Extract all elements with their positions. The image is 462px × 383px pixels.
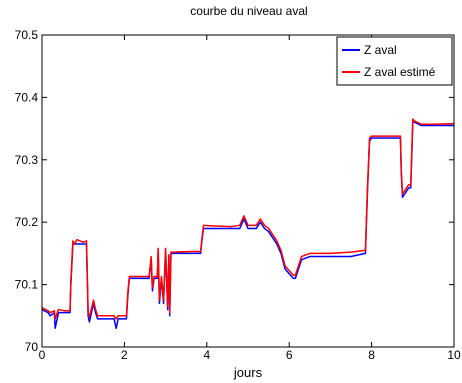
y-tick-label: 70.1: [15, 278, 39, 292]
x-tick-label: 6: [286, 348, 293, 362]
plot-frame: [41, 34, 455, 348]
y-tick-label: 70.4: [15, 90, 39, 104]
x-axis-label: jours: [233, 365, 263, 380]
y-tick-label: 70.2: [15, 215, 39, 229]
x-tick-label: 2: [121, 348, 128, 362]
legend-label-z-aval: Z aval: [364, 43, 397, 57]
chart-title: courbe du niveau aval: [190, 4, 307, 18]
x-tick-label: 0: [39, 348, 46, 362]
series-line-z-aval-estime: [41, 118, 455, 320]
x-axis-ticks: 0 2 4 6 8 10: [39, 35, 461, 362]
y-axis-ticks: 70 70.1 70.2 70.3 70.4 70.5: [15, 28, 454, 354]
y-tick-label: 70.5: [15, 28, 39, 42]
legend-box: [336, 36, 453, 86]
x-tick-label: 8: [368, 348, 375, 362]
y-tick-label: 70: [25, 340, 39, 354]
legend-label-z-aval-estime: Z aval estimé: [364, 65, 436, 79]
x-tick-label: 10: [447, 348, 461, 362]
legend: Z aval Z aval estimé: [336, 36, 453, 86]
y-tick-label: 70.3: [15, 153, 39, 167]
series-layer: [41, 118, 455, 330]
x-tick-label: 4: [203, 348, 210, 362]
